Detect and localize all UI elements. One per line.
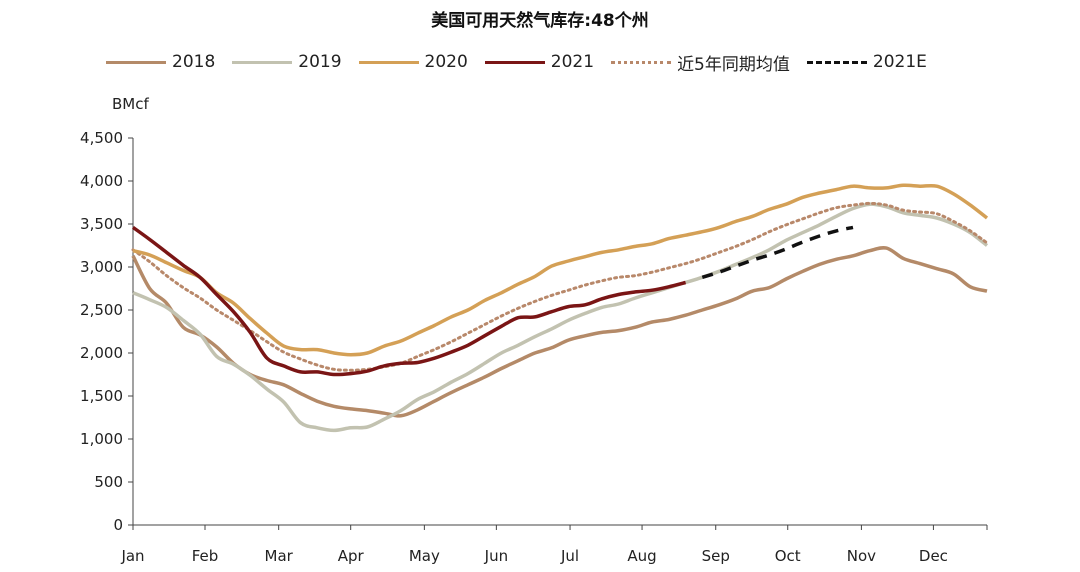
legend-label: 近5年同期均值 (677, 54, 790, 75)
legend-swatch (484, 60, 545, 64)
x-tick-label: Mar (265, 547, 294, 565)
y-tick-label: 4,500 (80, 129, 123, 147)
y-axis-unit-label: BMcf (112, 95, 149, 113)
legend-item: 2020 (358, 52, 468, 72)
x-tick-label: Nov (847, 547, 876, 565)
x-tick-label: Aug (627, 547, 656, 565)
series-line-1 (132, 202, 989, 433)
legend-label: 2021 (550, 52, 595, 72)
series-line-0 (131, 246, 988, 418)
legend-item: 2021E (806, 52, 927, 72)
y-tick-label: 1,000 (80, 430, 123, 448)
legend-swatch (611, 60, 672, 64)
x-tick-label: Sep (702, 547, 730, 565)
legend-swatch (106, 60, 166, 64)
y-tick-label: 1,500 (80, 387, 123, 405)
chart-legend: 2018 2019 2020 2021 近5年同期均值 2021E (106, 50, 944, 75)
x-tick-label: Jun (484, 547, 508, 565)
y-tick-label: 3,000 (80, 258, 123, 276)
y-tick-label: 2,000 (80, 344, 123, 362)
legend-label: 2018 (172, 52, 216, 72)
series-line-2 (132, 183, 989, 357)
series-line-5 (701, 225, 854, 279)
y-tick-label: 3,500 (80, 215, 123, 233)
legend-item: 近5年同期均值 (611, 50, 790, 75)
legend-label: 2021E (872, 52, 927, 72)
x-tick-label: Oct (775, 547, 801, 565)
y-tick-label: 500 (94, 473, 123, 491)
x-tick-label: Apr (338, 547, 365, 565)
x-tick-label: May (409, 547, 440, 565)
legend-item: 2018 (106, 52, 215, 72)
legend-swatch (232, 60, 293, 64)
legend-swatch (806, 60, 867, 64)
x-tick-label: Feb (192, 547, 219, 565)
x-tick-label: Jan (120, 547, 144, 565)
legend-label: 2020 (424, 52, 468, 72)
legend-swatch (358, 60, 419, 64)
y-tick-label: 2,500 (80, 301, 123, 319)
series-line-4 (131, 201, 989, 372)
legend-label: 2019 (298, 52, 342, 72)
legend-item: 2019 (232, 52, 342, 72)
y-tick-label: 4,000 (80, 172, 123, 190)
chart-title: 美国可用天然气库存:48个州 (431, 11, 649, 31)
x-tick-label: Jul (560, 547, 579, 565)
y-tick-label: 0 (113, 516, 123, 534)
legend-item: 2021 (484, 52, 595, 72)
series-line-3 (131, 225, 687, 377)
x-tick-label: Dec (919, 547, 948, 565)
